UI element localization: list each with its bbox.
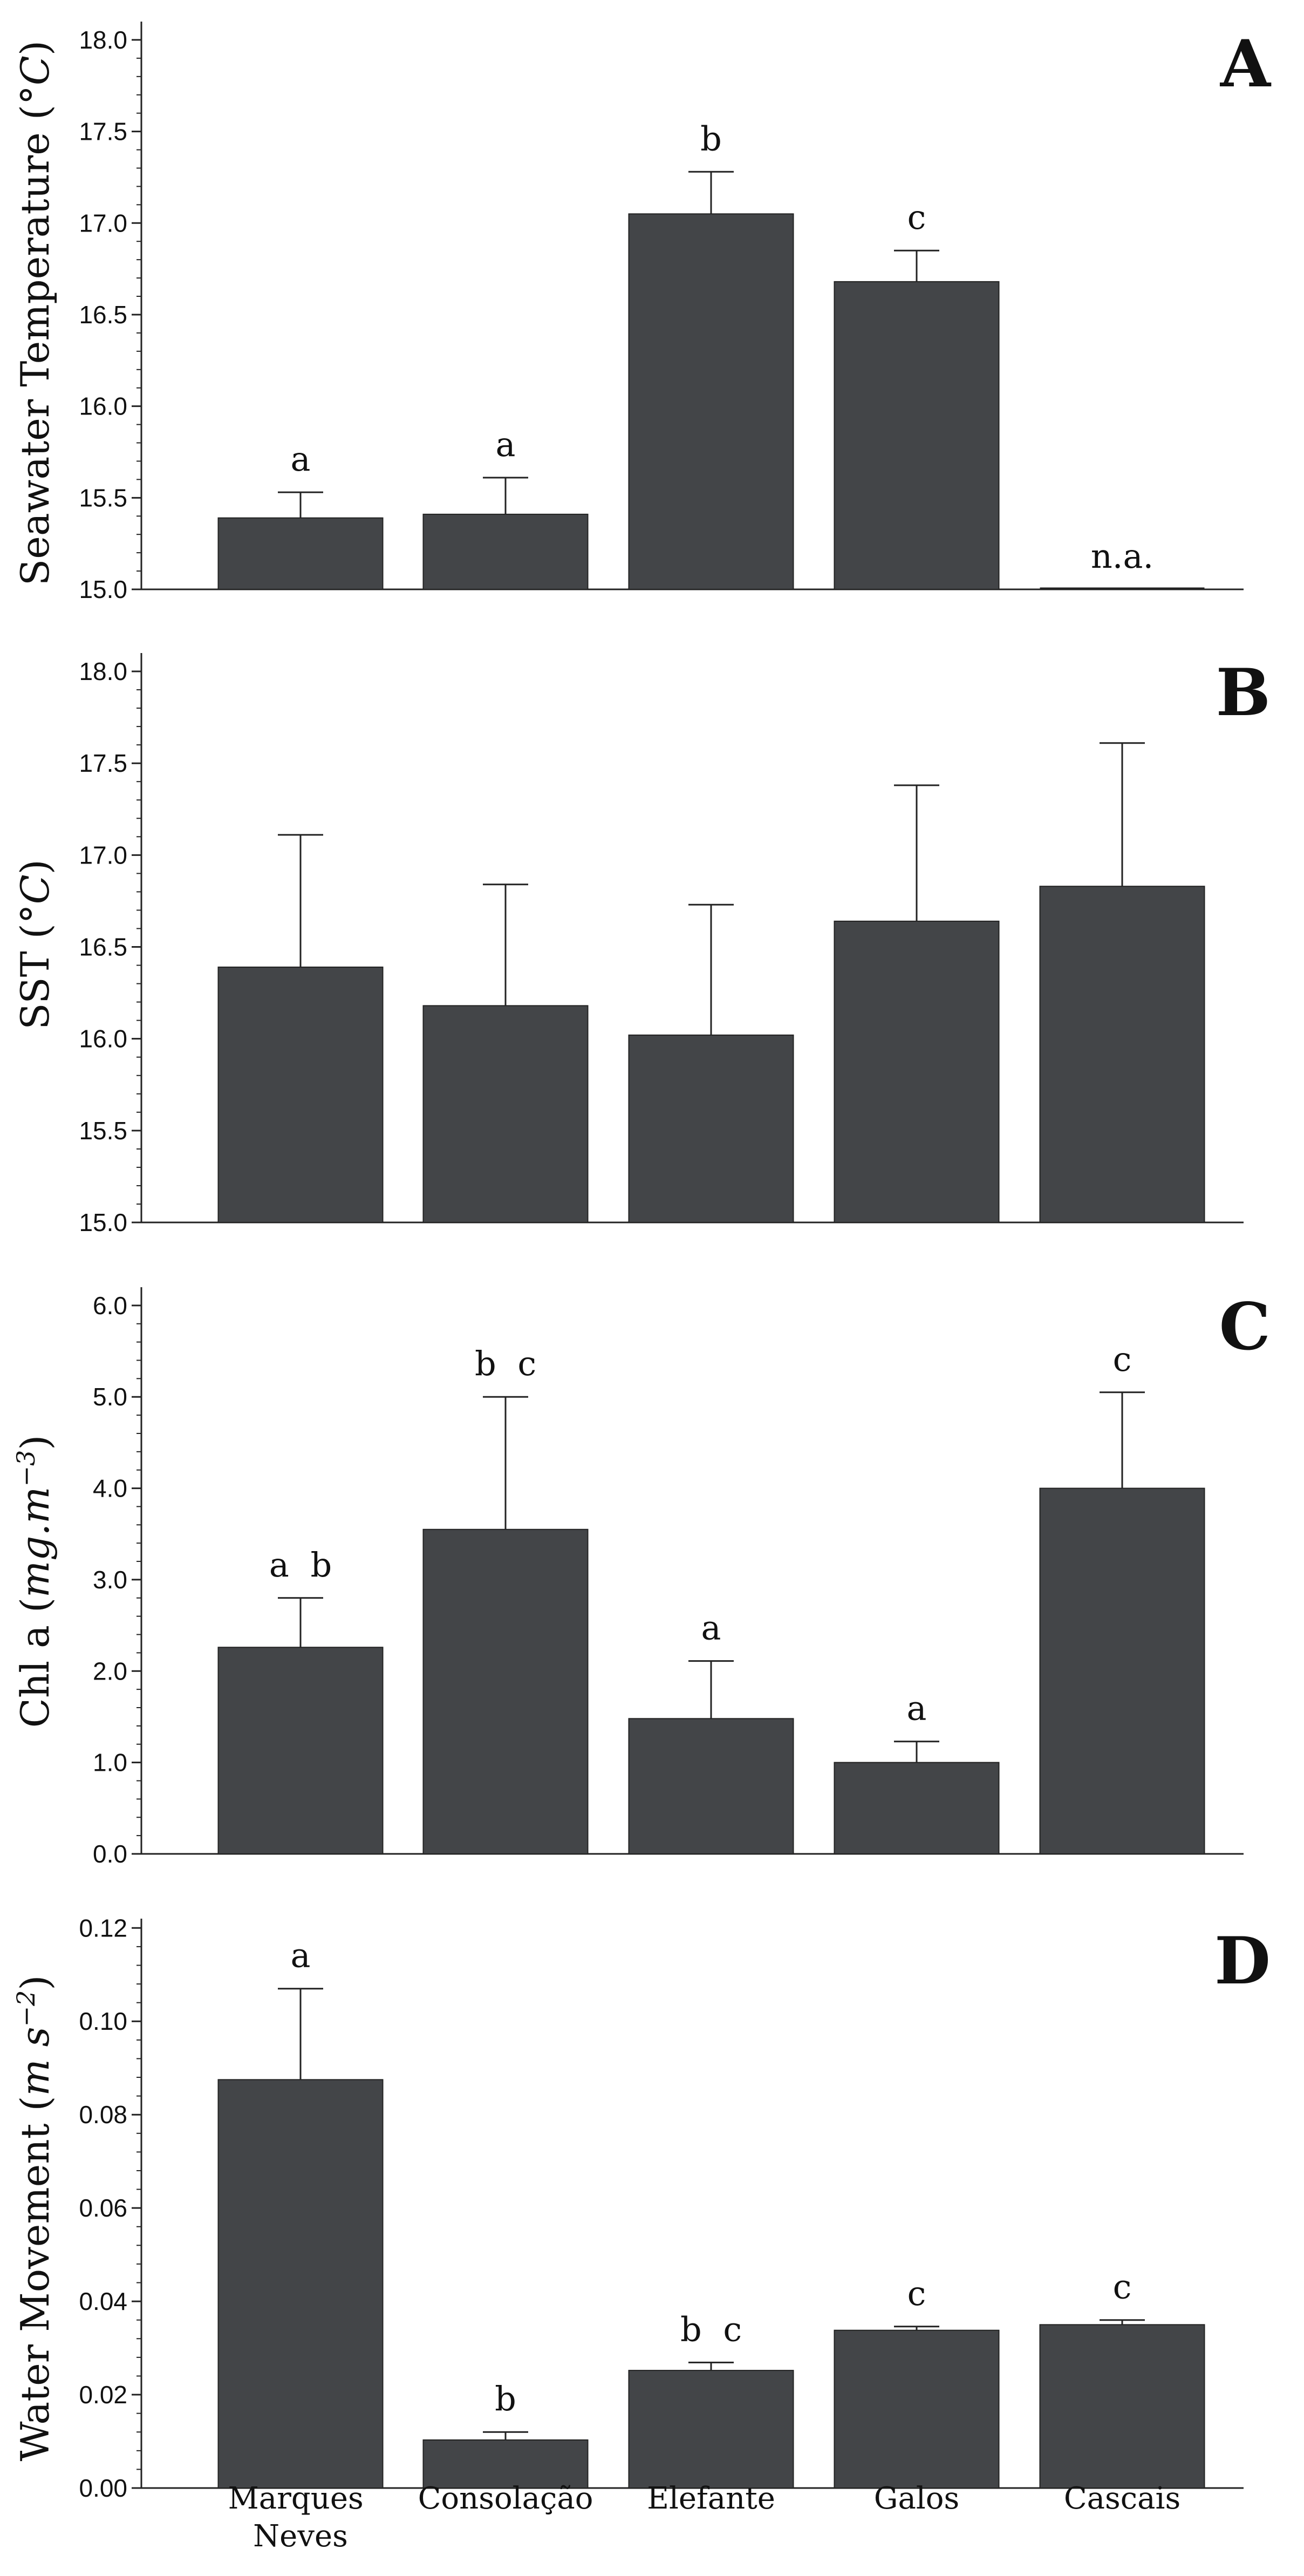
- panel-c: C Chl a (mg.m−3) 0.0 1.0 2.0 3.0 4.0 5.0 6.0 a …: [11, 1287, 1271, 1868]
- y-tick-label-a: 17.0: [79, 209, 127, 237]
- bar-d-consolacao: [422, 2439, 589, 2489]
- y-tick-label-b: 16.0: [79, 1025, 127, 1053]
- y-tick-label-a: 15.5: [79, 484, 127, 512]
- bar-a-galos: [834, 281, 1000, 590]
- y-tick-label-b: 16.5: [79, 933, 127, 961]
- bar-d-marques-neves: [217, 2079, 384, 2489]
- y-tick-label-b: 17.5: [79, 749, 127, 777]
- y-tick-label-a: 18.0: [79, 26, 127, 54]
- significance-label-c-galos: a: [907, 1689, 927, 1728]
- bar-b-cascais: [1039, 886, 1205, 1224]
- significance-label-d-cascais: c: [1113, 2267, 1132, 2307]
- y-tick-label-b: 15.0: [79, 1208, 127, 1236]
- y-tick-label-b: 18.0: [79, 657, 127, 685]
- y-tick-label-d: 0.00: [79, 2474, 127, 2502]
- y-tick-label-b: 15.5: [79, 1117, 127, 1145]
- y-tick-label-c: 0.0: [93, 1840, 127, 1868]
- significance-label-a-consolacao: a: [496, 425, 516, 464]
- y-tick-label-d: 0.08: [79, 2101, 127, 2129]
- significance-label-c-cascais: c: [1113, 1340, 1132, 1379]
- y-tick-label-a: 16.0: [79, 392, 127, 420]
- bar-c-marques-neves: [217, 1647, 384, 1854]
- y-tick-label-c: 5.0: [93, 1383, 127, 1411]
- significance-label-a-elefante: b: [700, 119, 722, 158]
- y-tick-label-b: 17.0: [79, 841, 127, 869]
- significance-label-d-galos: c: [907, 2274, 926, 2313]
- significance-label-c-marques-neves: a b: [269, 1545, 332, 1585]
- significance-label-d-marques-neves: a: [291, 1936, 311, 1975]
- bar-a-marques-neves: [217, 517, 384, 590]
- y-tick-label-c: 1.0: [93, 1749, 127, 1777]
- category-label-elefante: Elefante: [647, 2481, 775, 2516]
- category-label-cascais: Cascais: [1064, 2481, 1180, 2516]
- bar-d-galos: [834, 2329, 1000, 2489]
- x-axis-category-labels: Marques Neves Consolação Elefante Galos …: [228, 2481, 1180, 2554]
- y-axis-label-b: SST (°C): [12, 859, 58, 1030]
- y-tick-label-c: 2.0: [93, 1657, 127, 1685]
- y-tick-label-c: 4.0: [93, 1474, 127, 1503]
- bar-d-elefante: [628, 2370, 794, 2489]
- bar-b-elefante: [628, 1034, 794, 1223]
- y-tick-label-c: 6.0: [93, 1292, 127, 1320]
- y-axis-label-c: Chl a (mg.m−3): [11, 1435, 58, 1728]
- panel-letter-a: A: [1220, 26, 1272, 102]
- y-tick-label-d: 0.04: [79, 2287, 127, 2315]
- y-axis-label-a: Seawater Temperature (°C): [12, 40, 58, 586]
- bar-c-cascais: [1039, 1487, 1205, 1854]
- y-tick-label-a: 17.5: [79, 118, 127, 146]
- y-tick-label-a: 16.5: [79, 301, 127, 329]
- bar-c-galos: [834, 1762, 1000, 1855]
- significance-label-a-galos: c: [907, 198, 926, 237]
- panel-letter-c: C: [1219, 1289, 1271, 1365]
- y-tick-label-c: 3.0: [93, 1566, 127, 1594]
- category-label-marques-neves: Marques Neves: [228, 2481, 373, 2554]
- panel-d: D Water Movement (m s−2) 0.00 0.02 0.04 0.0…: [11, 1914, 1271, 2502]
- significance-label-a-cascais: n.a.: [1091, 536, 1153, 576]
- bar-c-consolacao: [422, 1528, 589, 1854]
- bar-a-elefante: [628, 213, 794, 590]
- significance-label-d-elefante: b c: [680, 2309, 742, 2349]
- y-tick-label-d: 0.12: [79, 1914, 127, 1942]
- bar-a-consolacao: [422, 513, 589, 590]
- significance-label-c-elefante: a: [701, 1608, 721, 1648]
- bar-b-consolacao: [422, 1005, 589, 1223]
- panel-letter-d: D: [1214, 1923, 1271, 1999]
- bar-d-cascais: [1039, 2324, 1205, 2489]
- bar-b-galos: [834, 920, 1000, 1223]
- significance-label-a-marques-neves: a: [291, 439, 311, 479]
- category-label-consolacao: Consolação: [418, 2481, 593, 2516]
- y-tick-label-a: 15.0: [79, 575, 127, 603]
- bar-c-elefante: [628, 1718, 794, 1854]
- y-tick-label-d: 0.02: [79, 2381, 127, 2409]
- y-axis-label-d: Water Movement (m s−2): [11, 1975, 58, 2461]
- y-tick-label-d: 0.10: [79, 2007, 127, 2035]
- panel-a: A Seawater Temperature (°C) 15.0 15.5 16.0…: [12, 22, 1272, 603]
- bar-b-marques-neves: [217, 966, 384, 1224]
- panel-b: B SST (°C) 15.0 15.5 16.0 16.5 17.0 17.5 18.0: [12, 653, 1271, 1236]
- significance-label-d-consolacao: b: [495, 2379, 516, 2418]
- category-label-galos: Galos: [874, 2481, 959, 2516]
- significance-label-c-consolacao: b c: [475, 1344, 536, 1383]
- panel-letter-b: B: [1216, 655, 1271, 731]
- y-tick-label-d: 0.06: [79, 2194, 127, 2222]
